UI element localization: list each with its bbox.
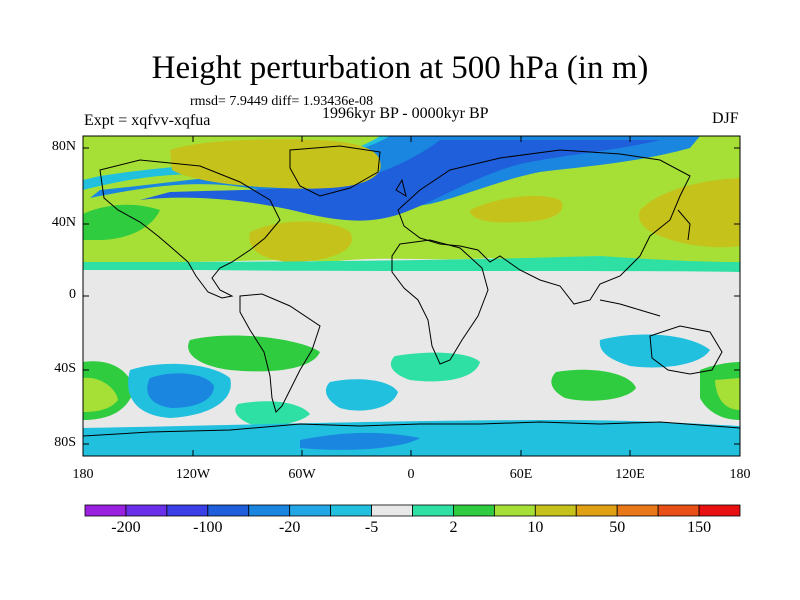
nh-teal-edge [83, 256, 740, 272]
colorbar-swatch [125, 504, 168, 517]
sh-lightblue-2 [325, 379, 398, 411]
colorbar-label: -100 [193, 519, 223, 536]
sh-teal-1 [390, 352, 480, 382]
axis-ticks [82, 136, 741, 456]
colorbar-label: -200 [111, 519, 141, 536]
pacific-high [639, 178, 740, 248]
colorbar-swatch [330, 504, 372, 517]
lon-label: 180 [72, 467, 94, 482]
africa-outline [391, 239, 489, 365]
stats-text: rmsd= 7.9449 diff= 1.93436e-08 [190, 94, 374, 109]
sh-green-2 [551, 369, 636, 401]
lon-label: 120W [175, 467, 211, 482]
sh-lightgreen-right [715, 378, 740, 410]
colorbar-swatch [493, 504, 536, 517]
sh-lightblue-1 [599, 334, 710, 368]
japan-outline [677, 209, 691, 241]
colorbar-swatch [166, 504, 209, 517]
colorbar-label: -20 [279, 519, 301, 536]
colorbar-swatch [453, 504, 495, 517]
colorbar-swatch [616, 504, 659, 517]
colorbar-swatch [371, 504, 413, 517]
colorbar-swatch [289, 504, 332, 517]
lon-label: 120E [615, 467, 645, 482]
colorbar-swatch [248, 504, 291, 517]
lon-label: 60W [288, 467, 316, 482]
colorbar [84, 504, 741, 517]
lat-label: 0 [69, 287, 76, 302]
coastlines [83, 145, 740, 437]
experiment-label: Expt = xqfvv-xqfua [84, 112, 211, 129]
antarctic-core [300, 432, 420, 450]
colorbar-label: 2 [449, 519, 458, 536]
lon-label: 0 [407, 467, 415, 482]
lon-label: 180 [729, 467, 751, 482]
colorbar-swatch [575, 504, 618, 517]
greenland-high [170, 139, 381, 189]
lat-label: 80S [54, 435, 76, 450]
colorbar-swatch [534, 504, 577, 517]
lat-label: 40N [51, 215, 76, 230]
sh-lightgreen-left [83, 377, 118, 412]
north-america-outline [99, 159, 281, 299]
colorbar-swatch [698, 504, 741, 517]
colorbar-label: 10 [527, 519, 544, 536]
australia-outline [649, 325, 723, 375]
eurasia-high [470, 195, 563, 223]
antarctica-outline [83, 421, 740, 437]
map-title: Height perturbation at 500 hPa (in m) [151, 50, 649, 86]
season-label: DJF [712, 110, 739, 127]
colorbar-label: 150 [687, 519, 712, 536]
sh-teal-2 [235, 401, 310, 426]
indonesia-outline [599, 299, 661, 317]
greenland-outline [289, 145, 381, 197]
colorbar-swatch [84, 504, 127, 517]
uk-outline [395, 178, 407, 198]
colorbar-swatch [412, 504, 454, 517]
sh-trough-core [147, 373, 214, 408]
south-america-outline [239, 293, 321, 413]
contour-field [83, 136, 740, 456]
north-pacific-green [83, 204, 160, 240]
sh-green-1 [188, 335, 320, 372]
atlantic-high [249, 221, 352, 262]
lon-label: 60E [509, 467, 533, 482]
colorbar-label: 50 [609, 519, 626, 536]
period-label: 1996kyr BP - 0000kyr BP [322, 105, 489, 122]
lat-label: 40S [54, 361, 76, 376]
eurasia-outline [397, 149, 691, 305]
colorbar-label: -5 [364, 519, 379, 536]
colorbar-swatch [657, 504, 700, 517]
colorbar-swatch [207, 504, 250, 517]
lat-label: 80N [51, 139, 76, 154]
